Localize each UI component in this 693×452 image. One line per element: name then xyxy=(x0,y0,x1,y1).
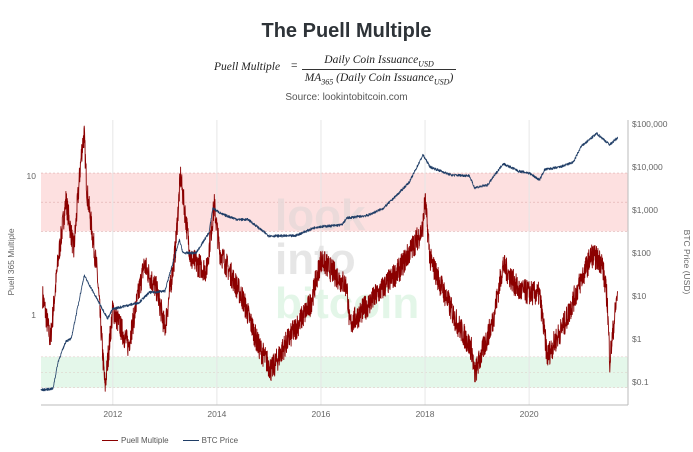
right-tick-label: $0.1 xyxy=(632,377,649,387)
right-tick-label: $1,000 xyxy=(632,205,658,215)
right-tick-label: $10,000 xyxy=(632,162,663,172)
denominator-prefix: MA xyxy=(304,72,322,84)
denominator-text: (Daily Coin Issuance xyxy=(333,72,434,84)
denominator-close: ) xyxy=(449,72,454,84)
x-tick-label: 2012 xyxy=(103,409,122,419)
watermark-text: look xyxy=(275,191,366,240)
denominator-sub: USD xyxy=(433,77,450,87)
fraction-bar xyxy=(302,69,456,70)
page-title: The Puell Multiple xyxy=(261,20,432,42)
right-tick-label: $10 xyxy=(632,291,646,301)
legend-label-btc: BTC Price xyxy=(201,436,239,445)
right-tick-label: $100,000 xyxy=(632,119,668,129)
right-tick-label: $1 xyxy=(632,334,642,344)
legend-item-puell[interactable]: Puell Multiple xyxy=(102,436,169,445)
right-axis-title: BTC Price (USD) xyxy=(682,230,692,295)
x-tick-label: 2018 xyxy=(416,409,435,419)
denominator-prefix-sub: 365 xyxy=(321,77,334,87)
x-tick-label: 2016 xyxy=(312,409,331,419)
formula-numerator: Daily Coin IssuanceUSD xyxy=(302,54,456,68)
formula-lhs: Puell Multiple xyxy=(214,61,281,73)
left-tick-label: 1 xyxy=(31,310,36,320)
x-tick-label: 2014 xyxy=(207,409,226,419)
left-tick-label: 10 xyxy=(27,171,37,181)
x-tick-label: 2020 xyxy=(520,409,539,419)
right-tick-label: $100 xyxy=(632,248,651,258)
legend-label-puell: Puell Multiple xyxy=(121,436,169,445)
legend-item-btc[interactable]: BTC Price xyxy=(182,436,239,445)
formula-equals: = xyxy=(291,60,298,72)
legend: Puell Multiple BTC Price xyxy=(102,436,238,445)
legend-swatch-btc xyxy=(182,440,199,442)
source-text: Source: lookintobitcoin.com xyxy=(285,92,408,103)
numerator-sub: USD xyxy=(418,59,434,69)
left-axis-title: Puell 365 Multiple xyxy=(6,228,16,295)
legend-swatch-puell xyxy=(102,440,118,442)
btc-price-line xyxy=(40,132,618,392)
puell-multiple-line xyxy=(42,125,618,392)
numerator-text: Daily Coin Issuance xyxy=(324,54,419,66)
formula-denominator: MA365 (Daily Coin IssuanceUSD) xyxy=(302,72,456,86)
